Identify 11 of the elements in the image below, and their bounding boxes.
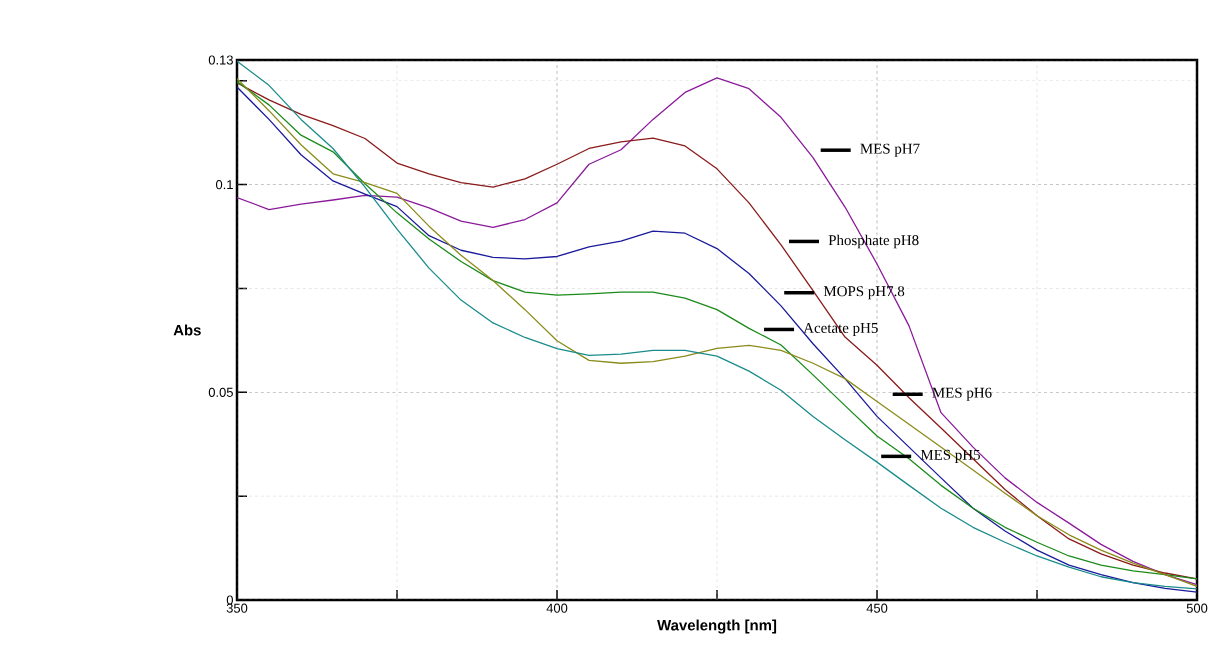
x-tick-label: 500 xyxy=(1186,603,1208,613)
y-tick-label: 0.1 xyxy=(215,180,233,190)
y-tick-label: 0 xyxy=(226,595,233,605)
y-tick-label: 0.13 xyxy=(208,55,233,65)
x-axis-title: Wavelength [nm] xyxy=(657,619,777,634)
annotation: MES pH7 xyxy=(860,143,920,157)
x-tick-label: 400 xyxy=(546,603,568,613)
y-tick-label: 0.05 xyxy=(208,387,233,397)
y-axis-title: Abs xyxy=(173,324,201,336)
x-tick-label: 350 xyxy=(226,603,248,613)
x-tick-label: 450 xyxy=(866,603,888,613)
